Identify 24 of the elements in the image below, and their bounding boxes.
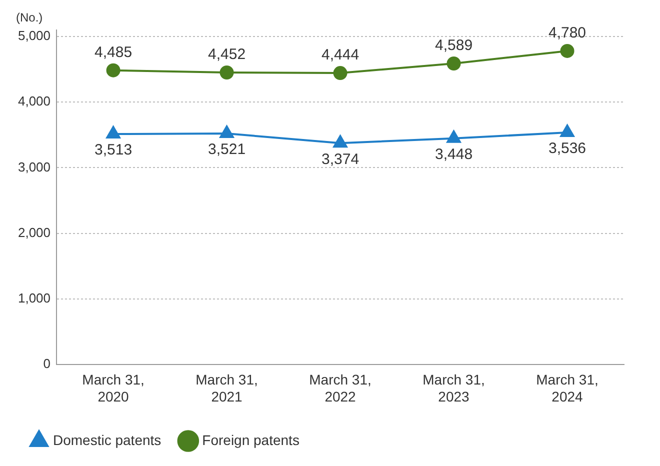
y-tick-label: 0 (43, 356, 51, 371)
y-axis-title: (No.) (16, 10, 43, 24)
data-label: 4,485 (94, 44, 132, 61)
x-tick-label: March 31, 2023 (422, 372, 485, 404)
data-label: 3,536 (548, 140, 586, 158)
y-tick-label: 5,000 (18, 28, 51, 44)
data-label: 3,448 (434, 146, 473, 163)
data-label: 4,780 (548, 24, 586, 42)
y-tick-label: 3,000 (18, 159, 51, 174)
legend-label: Domestic patents (53, 432, 162, 448)
data-label: 3,521 (208, 141, 246, 158)
x-tick-label: March 31, 2021 (196, 372, 258, 404)
x-tick-label: March 31, 2024 (536, 372, 598, 404)
data-label: 4,452 (208, 46, 246, 64)
x-tick-label: March 31, 2022 (309, 372, 372, 404)
x-tick-label: March 31, 2020 (82, 372, 144, 404)
data-label: 4,444 (321, 46, 360, 64)
y-tick-label: 1,000 (18, 290, 51, 306)
legend-label: Foreign patents (202, 432, 300, 448)
data-label: 3,513 (94, 142, 132, 159)
data-label: 4,589 (434, 37, 473, 54)
y-tick-label: 2,000 (18, 224, 51, 240)
data-label: 3,374 (321, 150, 360, 168)
y-tick-label: 4,000 (18, 94, 51, 109)
